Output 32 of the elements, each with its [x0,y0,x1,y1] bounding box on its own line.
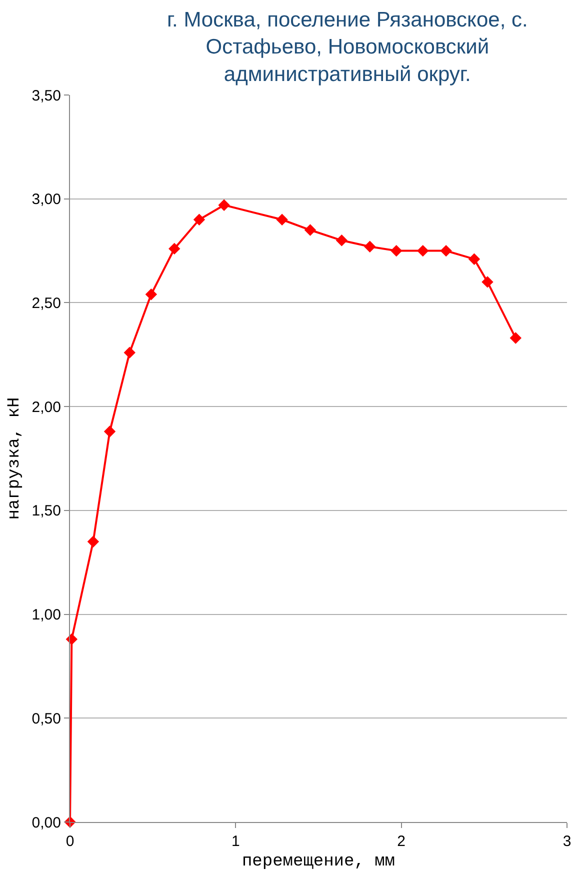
y-tick-label: 0,00 [32,814,61,832]
y-tick-label: 0,50 [32,710,61,728]
point [87,536,100,548]
x-tick-label: 1 [232,833,240,850]
point [124,346,136,358]
point [390,244,402,257]
x-tick-label: 3 [562,833,572,850]
point [193,214,206,226]
point [276,214,288,226]
y-axis-title: нагрузка, кН [5,397,24,520]
y-tick-label: 3,00 [32,191,61,208]
point [417,244,429,257]
point [304,224,316,236]
x-axis-title: перемещение, мм [242,852,396,872]
y-tick-label: 2,50 [32,294,61,312]
point [336,234,348,246]
point [510,332,522,344]
point [482,276,494,288]
point [104,426,116,438]
x-tick-label: 0 [66,833,74,850]
point [364,240,376,252]
x-tick-label: 2 [397,833,406,850]
point [218,199,230,211]
y-tick-label: 1,50 [32,502,61,520]
chart-title: г. Москва, поселение Рязановское, с. Остафьево, Новомосковский административный округ. [166,8,528,86]
point [168,242,180,255]
y-tick-label: 1,00 [32,606,61,624]
point [468,253,480,265]
y-tick-label: 3,50 [32,87,61,104]
point [440,244,452,257]
y-tick-label: 2,00 [32,398,61,416]
point [145,288,158,300]
